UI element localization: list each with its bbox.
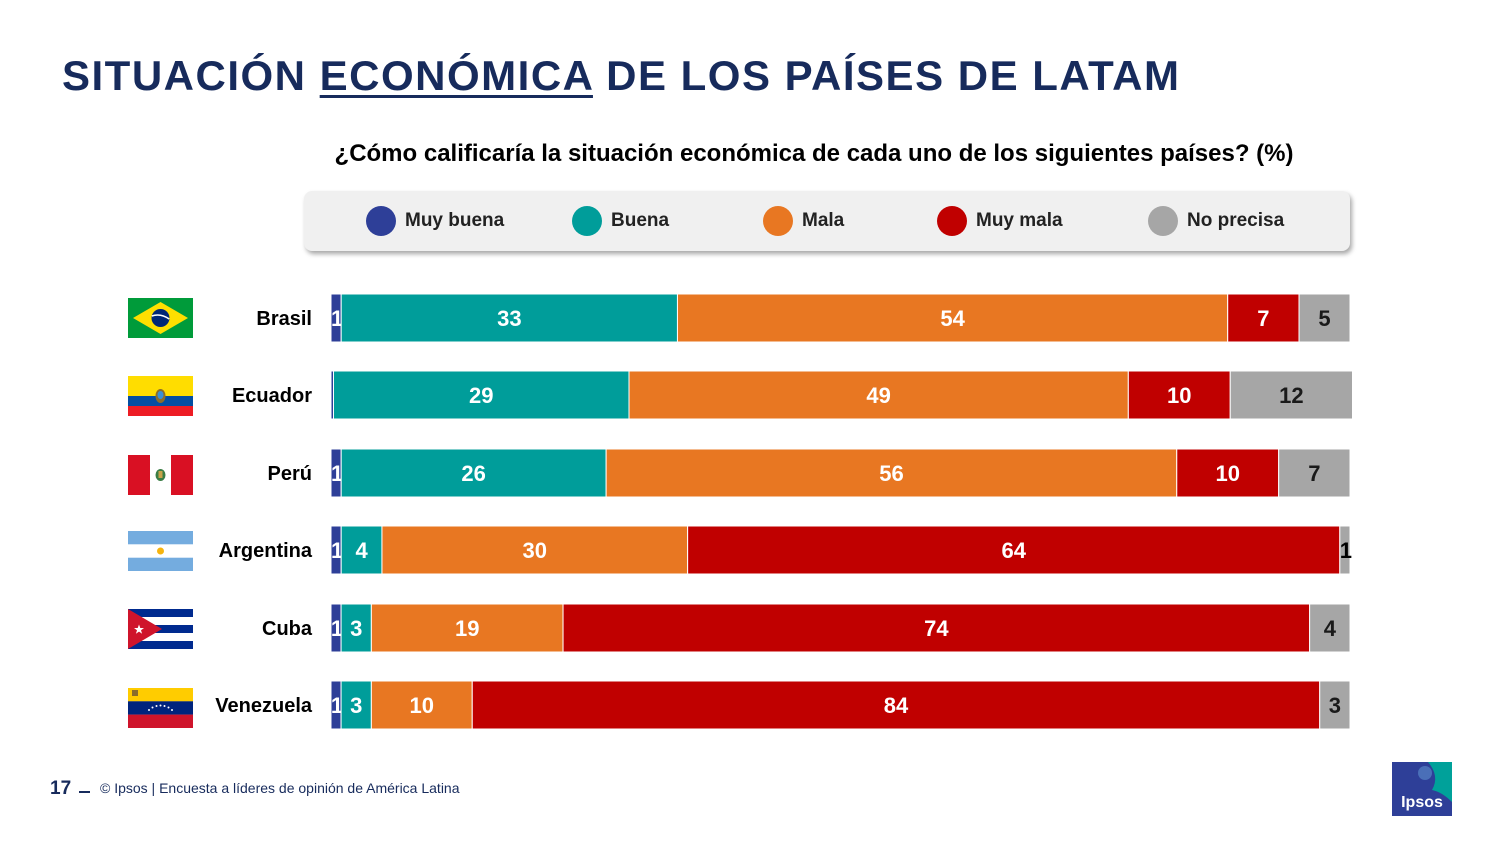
bar-segment [687,525,1341,575]
bar-segment [340,680,372,730]
legend-swatch [1148,206,1178,236]
data-label: 1 [331,461,343,486]
bar-segment [676,293,1229,343]
legend-label: Mala [802,210,845,231]
chart-question: ¿Cómo calificaría la situación económica… [334,140,1294,167]
data-label: 29 [469,383,493,408]
category-label: Brasil [256,308,312,330]
ipsos-logo: Ipsos [1392,762,1452,816]
title-text-1: SITUACIÓN [62,52,320,99]
bar-segment [381,525,689,575]
category-label: Venezuela [215,695,313,717]
data-label: 33 [497,306,521,331]
bar-segment [1339,525,1351,575]
data-label: 1 [331,616,343,641]
data-label: 84 [884,693,909,718]
data-label: 26 [461,461,485,486]
data-label: 7 [1308,461,1320,486]
category-label: Perú [268,463,312,485]
ecuador-flag-icon [128,376,193,416]
legend-item-muy-buena: Muy buena [366,206,504,236]
bar-segment [340,293,678,343]
data-label: 3 [350,616,362,641]
bar-segment [1298,293,1351,343]
legend-item-mala: Mala [763,206,844,236]
data-label: 3 [350,693,362,718]
legend-label: Muy buena [405,210,505,231]
bar-segment [1229,370,1353,420]
bar-segment [1227,293,1300,343]
bar-segment [628,370,1129,420]
bar-segment [605,448,1178,498]
title-text-underlined: ECONÓMICA [319,52,593,99]
chart-legend: Muy buena Buena Mala Muy mala No precisa [304,191,1350,251]
cuba-flag-icon [128,609,193,649]
venezuela-flag-icon [128,688,193,728]
data-label: 54 [940,306,965,331]
data-label: 5 [1318,306,1330,331]
legend-label: No precisa [1187,210,1285,231]
bar-segment [1309,603,1351,653]
bar-segment [1319,680,1351,730]
footer-divider [79,791,90,793]
category-label: Argentina [219,540,313,562]
data-label: 10 [1215,461,1239,486]
bar-segment [1278,448,1351,498]
category-label: Ecuador [232,385,312,407]
data-label: 1 [331,538,343,563]
data-label: 1 [331,306,343,331]
brazil-flag-icon [128,298,193,338]
logo-text: Ipsos [1401,794,1443,811]
data-label: 10 [1167,383,1191,408]
data-label: 30 [523,538,547,563]
bar-segment [340,448,607,498]
legend-item-no-precisa: No precisa [1148,206,1284,236]
bar-segment [471,680,1321,730]
title-text-3: DE LOS PAÍSES DE LATAM [592,52,1181,99]
category-label: Cuba [262,618,313,640]
legend-swatch [937,206,967,236]
data-label: 10 [410,693,434,718]
bar-segment [340,603,372,653]
data-label: 19 [455,616,479,641]
data-label: 3 [1329,693,1341,718]
legend-label: Buena [611,210,670,231]
data-label: 7 [1257,306,1269,331]
legend-label: Muy mala [976,210,1063,231]
page-number: 17 [50,778,72,799]
data-label: 1 [331,693,343,718]
footer-source: © Ipsos | Encuesta a líderes de opinión … [100,780,460,796]
legend-item-muy-mala: Muy mala [937,206,1063,236]
bar-segment [370,680,473,730]
legend-swatch [763,206,793,236]
data-label: 64 [1001,538,1026,563]
data-label: 49 [866,383,890,408]
data-label: 12 [1279,383,1303,408]
data-label: 74 [924,616,949,641]
bar-segment [1127,370,1231,420]
data-label: 4 [355,538,368,563]
data-label: 56 [879,461,903,486]
data-label: 1 [1340,538,1352,563]
legend-item-buena: Buena [572,206,669,236]
page-title: SITUACIÓN ECONÓMICA DE LOS PAÍSES DE LAT… [62,52,1181,100]
legend-swatch [572,206,602,236]
bar-segment [340,525,383,575]
data-label: 4 [1324,616,1337,641]
legend-swatch [366,206,396,236]
peru-flag-icon [128,455,193,495]
argentina-flag-icon [128,531,193,571]
bar-segment [333,370,630,420]
